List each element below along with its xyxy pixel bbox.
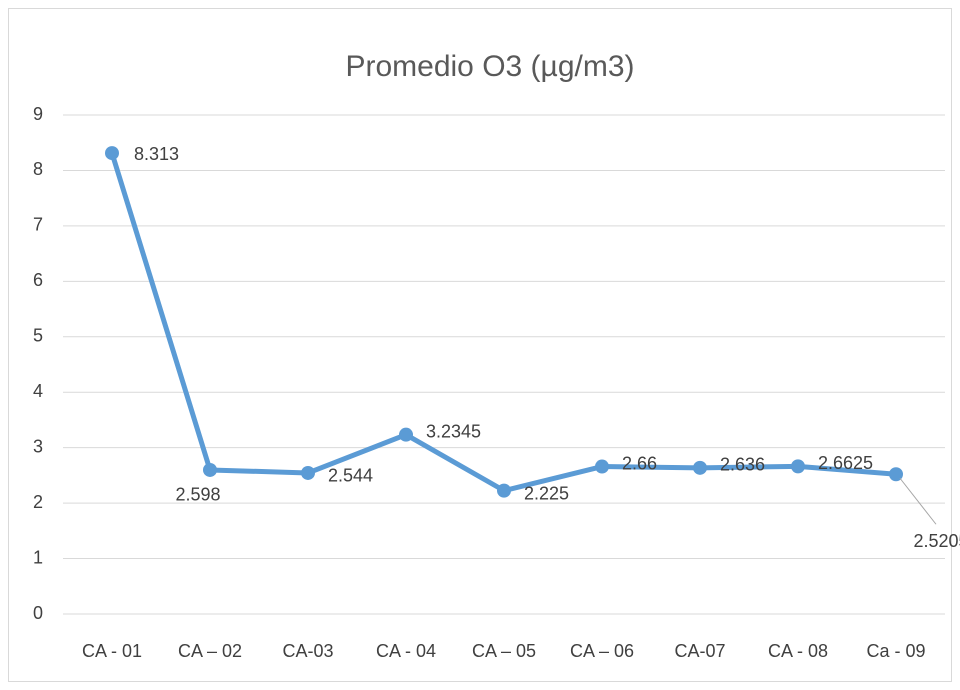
y-tick-label: 3 <box>33 436 43 456</box>
data-label: 3.2345 <box>426 421 481 441</box>
data-point <box>595 459 609 474</box>
data-label: 2.636 <box>720 455 765 475</box>
y-tick-label: 5 <box>33 326 43 346</box>
data-point <box>203 462 217 477</box>
data-point <box>105 146 119 161</box>
data-label: 2.6625 <box>818 453 873 473</box>
x-tick-label: CA - 08 <box>768 641 828 661</box>
leader-line <box>899 477 937 525</box>
y-tick-label: 4 <box>33 381 43 401</box>
data-point <box>301 465 315 480</box>
x-tick-label: CA-07 <box>674 641 725 661</box>
x-tick-label: CA – 05 <box>472 641 536 661</box>
x-tick-label: Ca - 09 <box>866 641 925 661</box>
x-tick-label: CA - 01 <box>82 641 142 661</box>
data-point <box>791 459 805 474</box>
x-tick-label: CA-03 <box>282 641 333 661</box>
x-tick-label: CA – 06 <box>570 641 634 661</box>
x-tick-label: CA - 04 <box>376 641 436 661</box>
data-point <box>497 483 511 498</box>
data-point <box>693 460 707 475</box>
data-point <box>399 427 413 442</box>
data-label: 2.5205 <box>913 531 960 551</box>
data-label: 8.313 <box>134 144 179 164</box>
data-label: 2.66 <box>622 453 657 473</box>
y-tick-label: 0 <box>33 603 43 623</box>
data-label: 2.544 <box>328 466 373 486</box>
y-tick-label: 7 <box>33 215 43 235</box>
chart-border <box>8 8 952 682</box>
chart-title: Promedio O3 (µg/m3) <box>345 50 634 83</box>
y-tick-label: 2 <box>33 492 43 512</box>
y-tick-label: 8 <box>33 159 43 179</box>
data-label: 2.225 <box>524 483 569 503</box>
data-point <box>889 467 903 482</box>
data-label: 2.598 <box>175 485 220 505</box>
x-tick-label: CA – 02 <box>178 641 242 661</box>
y-tick-label: 1 <box>33 547 43 567</box>
y-tick-label: 9 <box>33 104 43 124</box>
y-tick-label: 6 <box>33 270 43 290</box>
